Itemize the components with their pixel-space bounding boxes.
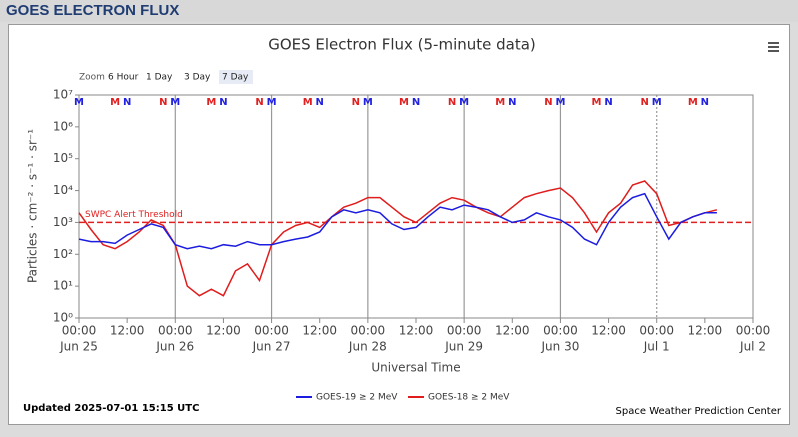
- time-marker: M: [206, 97, 216, 108]
- menu-button[interactable]: [768, 42, 779, 52]
- header-title: GOES ELECTRON FLUX: [6, 2, 179, 19]
- x-date-label: Jun 30: [541, 340, 580, 354]
- zoom-label: Zoom: [79, 73, 105, 83]
- x-tick-label: 12:00: [495, 324, 530, 338]
- chart-title: GOES Electron Flux (5-minute data): [268, 36, 536, 54]
- x-date-label: Jun 29: [444, 340, 483, 354]
- time-marker: N: [604, 97, 612, 108]
- time-marker: N: [640, 97, 648, 108]
- time-marker: N: [316, 97, 324, 108]
- time-marker: N: [412, 97, 420, 108]
- y-tick-label: 10³: [53, 215, 73, 229]
- time-marker: M: [303, 97, 313, 108]
- time-marker: N: [701, 97, 709, 108]
- series-line: [78, 192, 717, 250]
- x-tick-label: 12:00: [206, 324, 241, 338]
- legend-label[interactable]: GOES-18 ≥ 2 MeV: [428, 393, 510, 403]
- x-tick-label: 12:00: [110, 324, 145, 338]
- updated-text: Updated 2025-07-01 15:15 UTC: [23, 403, 199, 414]
- time-marker: N: [159, 97, 167, 108]
- y-tick-label: 10⁰: [53, 311, 73, 325]
- time-marker: M: [363, 97, 373, 108]
- y-tick-label: 10¹: [53, 279, 73, 293]
- time-marker: M: [495, 97, 505, 108]
- x-tick-label: 00:00: [447, 324, 482, 338]
- menu-bar: [768, 50, 779, 52]
- zoom-button[interactable]: 7 Day: [222, 73, 249, 83]
- time-marker: M: [399, 97, 409, 108]
- time-marker: M: [592, 97, 602, 108]
- time-marker: M: [555, 97, 565, 108]
- header-bar: [0, 0, 798, 22]
- x-date-label: Jul 2: [739, 340, 766, 354]
- time-marker: M: [110, 97, 120, 108]
- time-marker: M: [652, 97, 662, 108]
- y-tick-label: 10⁷: [53, 88, 73, 102]
- x-tick-label: 12:00: [399, 324, 434, 338]
- time-marker: N: [219, 97, 227, 108]
- x-tick-label: 00:00: [158, 324, 193, 338]
- time-marker: M: [688, 97, 698, 108]
- x-date-label: Jun 27: [252, 340, 291, 354]
- time-marker: N: [352, 97, 360, 108]
- x-date-label: Jul 1: [643, 340, 670, 354]
- y-tick-label: 10⁵: [53, 151, 73, 165]
- panel: [8, 24, 790, 425]
- zoom-button[interactable]: 3 Day: [184, 73, 211, 83]
- y-tick-label: 10²: [53, 247, 73, 261]
- time-marker: N: [448, 97, 456, 108]
- series-line: [78, 180, 718, 297]
- x-date-label: Jun 28: [348, 340, 387, 354]
- time-marker: N: [508, 97, 516, 108]
- menu-bar: [768, 42, 779, 44]
- x-tick-label: 12:00: [591, 324, 626, 338]
- zoom-button-bg: [219, 70, 253, 84]
- time-marker: N: [255, 97, 263, 108]
- time-marker: M: [459, 97, 469, 108]
- x-tick-label: 00:00: [736, 324, 771, 338]
- y-axis-title: Particles · cm⁻² · s⁻¹ · sr⁻¹: [26, 129, 40, 283]
- time-marker: M: [170, 97, 180, 108]
- zoom-button[interactable]: 6 Hour: [108, 73, 139, 83]
- x-date-label: Jun 25: [59, 340, 98, 354]
- x-axis-title: Universal Time: [371, 361, 460, 375]
- menu-bar: [768, 46, 779, 48]
- x-tick-label: 00:00: [62, 324, 97, 338]
- x-tick-label: 12:00: [302, 324, 337, 338]
- threshold-label: SWPC Alert Threshold: [85, 210, 183, 220]
- time-marker: N: [123, 97, 131, 108]
- time-marker: N: [544, 97, 552, 108]
- y-tick-label: 10⁶: [53, 119, 73, 133]
- x-tick-label: 12:00: [688, 324, 723, 338]
- time-marker: M: [74, 97, 84, 108]
- x-tick-label: 00:00: [639, 324, 674, 338]
- x-date-label: Jun 26: [155, 340, 194, 354]
- legend-label[interactable]: GOES-19 ≥ 2 MeV: [316, 393, 398, 403]
- zoom-button[interactable]: 1 Day: [146, 73, 173, 83]
- plot-frame: [78, 94, 754, 319]
- credit-text: Space Weather Prediction Center: [616, 406, 782, 417]
- time-marker: M: [267, 97, 277, 108]
- x-tick-label: 00:00: [254, 324, 289, 338]
- y-tick-label: 10⁴: [53, 183, 73, 197]
- x-tick-label: 00:00: [351, 324, 386, 338]
- x-tick-label: 00:00: [543, 324, 578, 338]
